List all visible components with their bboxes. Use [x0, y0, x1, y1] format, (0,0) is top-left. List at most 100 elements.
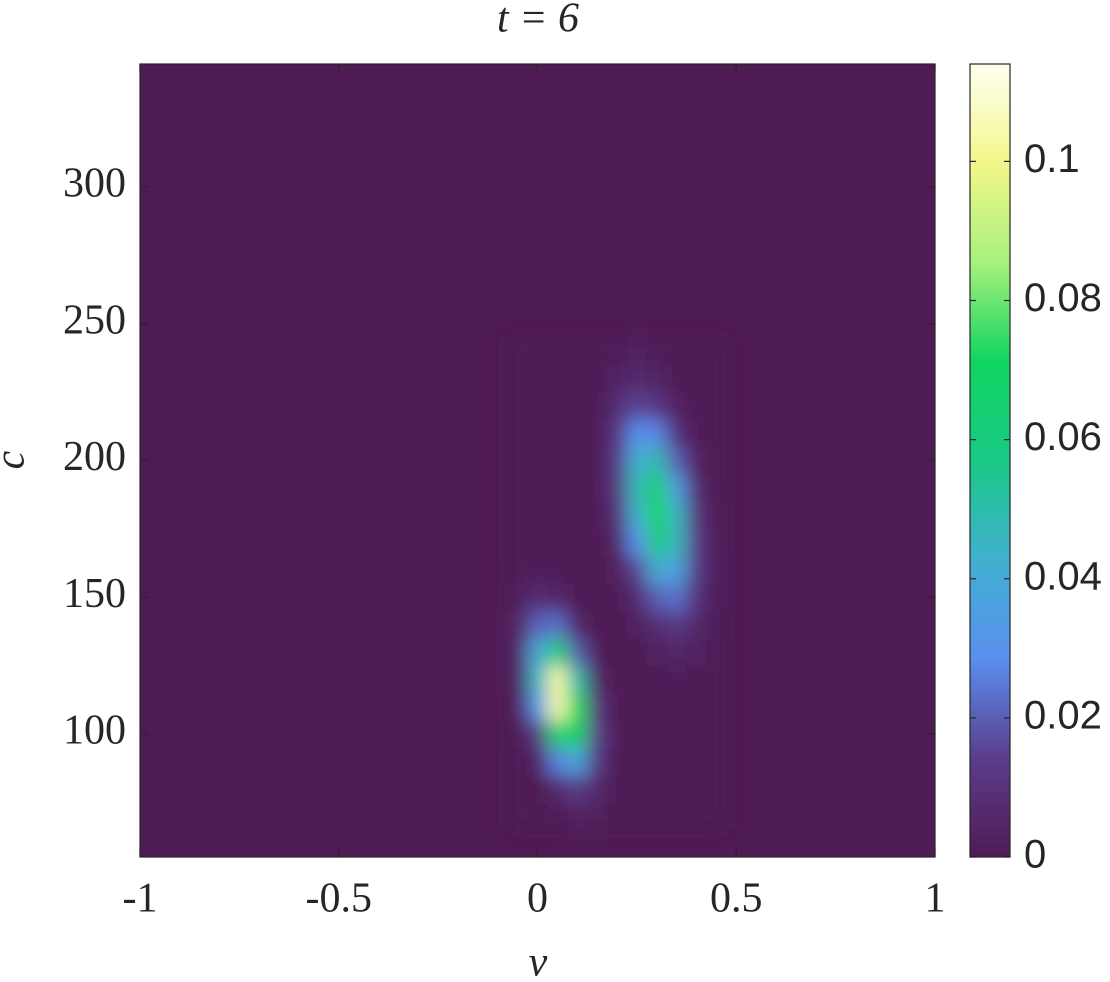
contour-cell: [547, 556, 568, 585]
contour-cell: [686, 774, 707, 803]
contour-cell: [706, 419, 727, 448]
contour-cell: [666, 583, 688, 612]
contour-cell: [646, 474, 668, 503]
contour-cell: [686, 392, 707, 420]
x-tick-label: -1: [123, 876, 158, 922]
contour-cell: [567, 446, 588, 475]
contour-cell: [567, 802, 588, 831]
contour-cell: [666, 392, 688, 420]
contour-cell: [527, 610, 548, 639]
contour-cell: [626, 446, 648, 475]
contour-cell: [686, 446, 707, 475]
contour-cell: [607, 446, 628, 475]
contour-cell: [507, 392, 529, 420]
contour-cell: [706, 692, 727, 721]
contour-cell: [646, 610, 668, 639]
contour-cell: [666, 638, 688, 667]
contour-cell: [547, 610, 568, 639]
contour-cell: [587, 337, 608, 366]
contour-cell: [686, 720, 707, 749]
contour-cell: [666, 720, 688, 749]
contour-cell: [706, 774, 727, 803]
contour-cell: [686, 364, 707, 393]
colorbar-tick-label: 0.02: [1024, 693, 1102, 737]
contour-cell: [547, 802, 568, 831]
contour-cell: [607, 501, 628, 530]
contour-cell: [666, 474, 688, 503]
chart-title: t = 6: [497, 0, 579, 42]
contour-cell: [607, 638, 628, 667]
contour-cell: [706, 556, 727, 585]
contour-cell: [587, 583, 608, 612]
colorbar: [969, 63, 1011, 858]
contour-cell: [626, 364, 648, 393]
x-tick-label: -0.5: [306, 876, 373, 922]
contour-cell: [547, 665, 568, 694]
contour-cell: [686, 610, 707, 639]
contour-cell: [507, 419, 529, 448]
contour-cell: [646, 638, 668, 667]
contour-cell: [646, 364, 668, 393]
contour-cell: [507, 364, 529, 393]
contour-cell: [507, 638, 529, 667]
contour-cell: [607, 774, 628, 803]
contour-cell: [587, 638, 608, 667]
contour-cell: [527, 720, 548, 749]
y-axis-label: c: [0, 450, 34, 469]
contour-cell: [646, 446, 668, 475]
contour-cell: [607, 556, 628, 585]
contour-cell: [527, 528, 548, 557]
contour-cell: [607, 528, 628, 557]
contour-cell: [646, 802, 668, 831]
contour-cell: [587, 528, 608, 557]
contour-cell: [507, 474, 529, 503]
contour-cell: [527, 583, 548, 612]
contour-cell: [527, 337, 548, 366]
contour-cell: [666, 446, 688, 475]
contour-cell: [567, 692, 588, 721]
contour-cell: [607, 337, 628, 366]
contour-cell: [666, 501, 688, 530]
contour-cell: [706, 638, 727, 667]
contour-cell: [567, 474, 588, 503]
contour-cell: [706, 446, 727, 475]
contour-cell: [686, 747, 707, 776]
contour-cell: [646, 337, 668, 366]
contour-cell: [626, 528, 648, 557]
contour-cell: [626, 392, 648, 420]
contour-cell: [587, 364, 608, 393]
contour-cell: [646, 720, 668, 749]
contour-cell: [646, 501, 668, 530]
contour-cell: [626, 501, 648, 530]
contour-cell: [626, 665, 648, 694]
contour-cell: [527, 474, 548, 503]
contour-cell: [587, 501, 608, 530]
contour-cell: [587, 392, 608, 420]
contour-cell: [547, 747, 568, 776]
contour-cell: [646, 583, 668, 612]
contour-cell: [527, 446, 548, 475]
contour-cell: [567, 747, 588, 776]
contour-cell: [507, 665, 529, 694]
contour-cell: [607, 364, 628, 393]
contour-cell: [607, 665, 628, 694]
contour-cell: [567, 392, 588, 420]
contour-cell: [666, 337, 688, 366]
contour-cell: [607, 610, 628, 639]
contour-cell: [587, 747, 608, 776]
contour-cell: [567, 364, 588, 393]
contour-cell: [507, 528, 529, 557]
contour-cell: [686, 528, 707, 557]
contour-cell: [547, 501, 568, 530]
contour-cell: [587, 446, 608, 475]
contour-cell: [507, 610, 529, 639]
contour-cell: [626, 802, 648, 831]
contour-cell: [507, 501, 529, 530]
contour-cell: [646, 692, 668, 721]
contour-cell: [626, 774, 648, 803]
contour-cell: [587, 774, 608, 803]
contour-cell: [686, 692, 707, 721]
contour-cell: [527, 419, 548, 448]
contour-cell: [507, 446, 529, 475]
